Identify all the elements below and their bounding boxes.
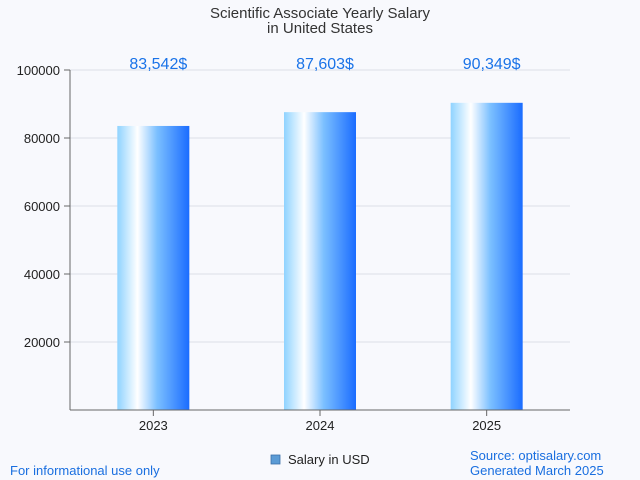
legend-swatch [270, 454, 281, 465]
y-tick-label: 100000 [17, 63, 60, 78]
data-label-2024: 87,603$ [296, 56, 354, 73]
y-tick-label: 60000 [24, 199, 60, 214]
bar-2025 [450, 102, 523, 410]
legend: Salary in USD [270, 452, 370, 467]
data-labels: 83,542$ 87,603$ 90,349$ [129, 56, 520, 73]
footer-generated: Generated March 2025 [470, 463, 604, 478]
x-axis-ticks: 2023 2024 2025 [139, 410, 501, 433]
bar-2023 [117, 125, 190, 410]
y-tick-label: 20000 [24, 335, 60, 350]
legend-label: Salary in USD [288, 452, 370, 467]
bars [117, 102, 523, 410]
y-tick-label: 80000 [24, 131, 60, 146]
footer-source: Source: optisalary.com [470, 448, 601, 463]
data-label-2025: 90,349$ [463, 56, 521, 73]
y-tick-label: 40000 [24, 267, 60, 282]
data-label-2023: 83,542$ [129, 56, 187, 73]
footer-disclaimer: For informational use only [10, 463, 160, 478]
y-axis-ticks: 20000 40000 60000 80000 100000 [17, 63, 70, 350]
bar-2024 [284, 112, 356, 410]
chart-title-line-1: Scientific Associate Yearly Salary [210, 5, 431, 22]
x-tick-label-2023: 2023 [139, 418, 168, 433]
x-tick-label-2025: 2025 [472, 418, 501, 433]
x-tick-label-2024: 2024 [306, 418, 335, 433]
chart-title-line-2: in United States [267, 20, 373, 37]
